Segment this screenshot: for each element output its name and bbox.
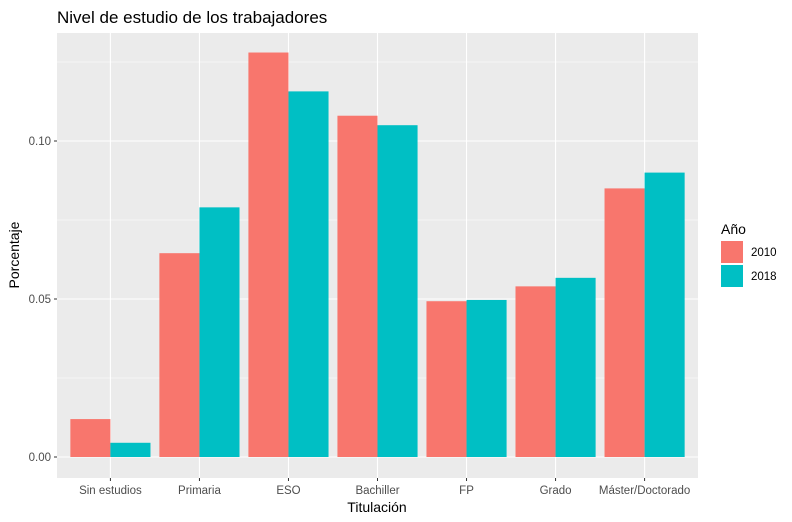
legend-label-2010: 2010 xyxy=(751,247,777,259)
x-axis-title: Titulación xyxy=(347,499,406,515)
bar-2018-5 xyxy=(555,277,596,457)
legend: Año 2010 2018 xyxy=(721,221,777,287)
bar-2018-1 xyxy=(199,207,240,457)
y-axis: 0.00 0.05 0.10 xyxy=(29,136,57,464)
x-tick-label: FP xyxy=(459,485,474,497)
x-tick-label: Primaria xyxy=(178,485,221,497)
bars-layer xyxy=(70,52,685,458)
bar-2018-4 xyxy=(466,299,507,457)
x-tick-label: ESO xyxy=(276,485,300,497)
bar-2018-0 xyxy=(110,442,151,457)
x-tick-label: Bachiller xyxy=(355,485,399,497)
bar-2010-3 xyxy=(337,115,378,457)
x-tick-label: Máster/Doctorado xyxy=(599,485,690,497)
y-tick-label: 0.10 xyxy=(29,136,51,148)
legend-title: Año xyxy=(721,221,746,237)
x-tick-label: Sin estudios xyxy=(79,485,142,497)
x-tick-label: Grado xyxy=(540,485,572,497)
legend-label-2018: 2018 xyxy=(751,271,777,283)
bar-2018-2 xyxy=(288,91,329,457)
bar-2018-6 xyxy=(644,172,685,457)
chart-title: Nivel de estudio de los trabajadores xyxy=(57,8,327,27)
bar-2010-4 xyxy=(426,301,467,457)
bar-2010-5 xyxy=(515,286,556,457)
y-axis-title: Porcentaje xyxy=(6,221,22,288)
legend-key-2010 xyxy=(721,241,743,263)
bar-2010-1 xyxy=(159,253,200,457)
y-tick-label: 0.00 xyxy=(29,452,51,464)
bar-2010-2 xyxy=(248,52,289,458)
bar-2010-6 xyxy=(604,188,645,457)
y-tick-label: 0.05 xyxy=(29,294,51,306)
bar-2018-3 xyxy=(377,125,418,457)
x-axis: Sin estudios Primaria ESO Bachiller FP Grado M… xyxy=(79,478,690,497)
bar-2010-0 xyxy=(70,419,111,457)
legend-key-2018 xyxy=(721,265,743,287)
